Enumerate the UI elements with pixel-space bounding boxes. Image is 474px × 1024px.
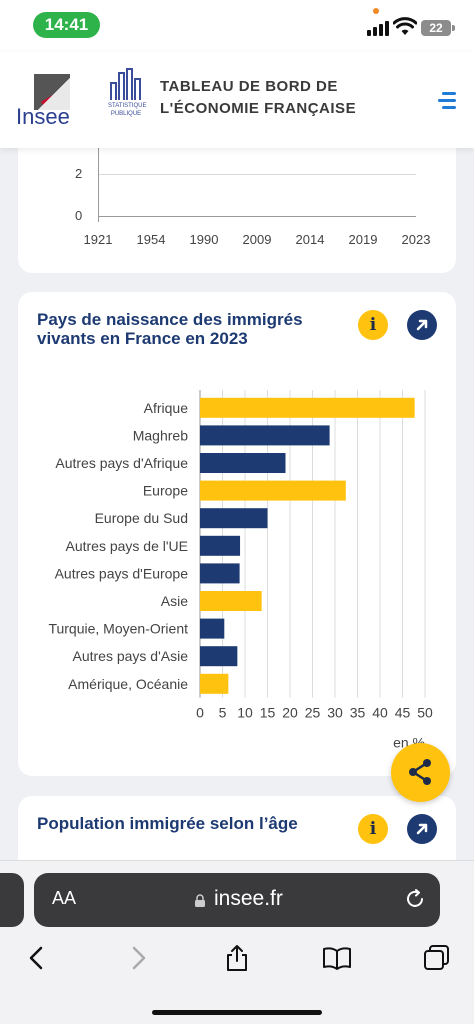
x-tick-label: 10	[237, 705, 253, 721]
x-tick-label: 30	[327, 705, 343, 721]
bar-chart: 0 5 10 15 20 25 30 35 40 45 50 Afrique Maghreb Autres…	[48, 390, 433, 751]
chart-title: Pays de naissance des immigrés vivants e…	[37, 310, 303, 348]
statistique-publique-text: STATISTIQUE PUBLIQUE	[108, 103, 147, 117]
bar	[200, 563, 240, 584]
x-tick-label: 2019	[348, 232, 378, 247]
arrow-up-right-icon	[416, 823, 428, 835]
x-tick-label: 5	[219, 705, 227, 721]
privacy-indicator-dot	[373, 8, 379, 14]
statistique-publique-logo: STATISTIQUE PUBLIQUE	[108, 68, 147, 126]
home-indicator	[152, 1010, 322, 1015]
category-label: Maghreb	[133, 427, 188, 443]
x-tick-label: 45	[395, 705, 411, 721]
bar	[200, 618, 225, 639]
site-header: Insee STATISTIQUE PUBLIQUE TABLEAU DE BO…	[0, 52, 474, 148]
arrow-up-right-icon	[416, 319, 428, 331]
url-text[interactable]: insee.fr	[214, 887, 283, 910]
x-tick-label: 1990	[189, 232, 219, 247]
x-tick-label: 40	[372, 705, 388, 721]
share-icon[interactable]	[222, 943, 252, 973]
address-bar[interactable]: AA insee.fr	[34, 873, 440, 927]
x-tick-label: 2009	[242, 232, 272, 247]
tabs-icon[interactable]	[422, 943, 452, 973]
text-size-button[interactable]: AA	[52, 888, 77, 908]
x-tick-label: 0	[196, 705, 204, 721]
wifi-icon	[393, 17, 417, 35]
x-tick-label: 35	[350, 705, 366, 721]
y-axis-line	[98, 148, 99, 222]
category-label: Autres pays d'Asie	[72, 648, 188, 664]
insee-logo[interactable]: Insee	[16, 72, 76, 130]
share-button[interactable]	[391, 743, 450, 802]
dashboard-title-line1: TABLEAU DE BORD DE	[160, 78, 338, 95]
hamburger-menu-icon[interactable]	[434, 90, 456, 110]
bookmarks-icon[interactable]	[322, 943, 352, 973]
dashboard-title: TABLEAU DE BORD DE L'ÉCONOMIE FRANÇAISE	[160, 76, 380, 120]
category-label: Asie	[161, 593, 188, 609]
category-label: Turquie, Moyen-Orient	[48, 621, 188, 637]
previous-tab-handle[interactable]	[0, 873, 24, 927]
x-tick-label: 1954	[136, 232, 166, 247]
x-tick-label: 2023	[401, 232, 431, 247]
bar	[200, 453, 286, 473]
bar	[200, 480, 346, 501]
x-axis-line	[98, 216, 416, 217]
lock-icon	[195, 894, 205, 907]
bar	[200, 508, 268, 529]
share-icon	[409, 759, 431, 785]
card-title: Population immigrée selon l’âge	[37, 814, 298, 833]
bar	[200, 646, 238, 667]
cellular-signal-icon	[367, 20, 389, 36]
gridline	[98, 174, 416, 175]
bar	[200, 673, 229, 694]
y-tick-label: 0	[75, 208, 83, 223]
x-tick-label: 50	[417, 705, 433, 721]
open-chart-button[interactable]	[407, 310, 437, 340]
category-label: Autres pays d'Europe	[55, 565, 189, 581]
category-label: Amérique, Océanie	[68, 676, 188, 692]
category-label: Autres pays d'Afrique	[55, 455, 188, 471]
category-label: Europe du Sud	[95, 510, 188, 526]
x-tick-label: 15	[260, 705, 276, 721]
info-button[interactable]: i	[358, 310, 388, 340]
status-bar: 14:41 22	[0, 0, 474, 52]
y-tick-label: 2	[75, 166, 83, 181]
category-label: Afrique	[144, 400, 189, 416]
forward-icon[interactable]	[123, 943, 153, 973]
bar	[200, 425, 330, 446]
bar	[200, 535, 241, 556]
open-chart-button[interactable]	[407, 814, 437, 844]
reload-icon[interactable]	[404, 888, 426, 910]
x-tick-label: 1921	[83, 232, 113, 247]
back-icon[interactable]	[22, 943, 52, 973]
category-label: Autres pays de l'UE	[65, 538, 188, 554]
dashboard-title-line2: L'ÉCONOMIE FRANÇAISE	[160, 100, 357, 117]
immigrant-birth-country-card: Pays de naissance des immigrés vivants e…	[18, 292, 456, 776]
battery-icon: 22	[421, 20, 455, 36]
insee-logo-text: Insee	[16, 104, 70, 129]
bar	[200, 591, 262, 611]
browser-toolbar: AA insee.fr	[0, 860, 474, 1024]
x-tick-label: 20	[282, 705, 298, 721]
info-button[interactable]: i	[358, 814, 388, 844]
status-time: 14:41	[33, 12, 100, 38]
bar	[200, 397, 415, 418]
x-tick-label: 25	[305, 705, 321, 721]
category-label: Europe	[143, 483, 188, 499]
x-tick-label: 2014	[295, 232, 325, 247]
